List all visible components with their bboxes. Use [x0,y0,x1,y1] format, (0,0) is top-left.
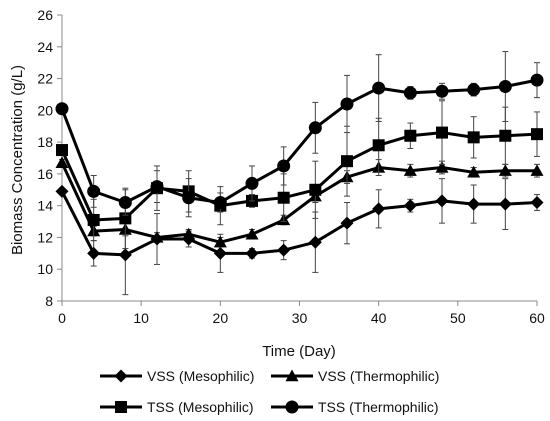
data-point [55,184,69,198]
data-point [213,235,227,248]
y-tick-label: 24 [37,39,53,55]
data-point [499,129,512,142]
data-point [467,83,481,97]
x-axis-ticks: 0 10 20 30 40 50 60 [58,301,545,326]
data-point [56,144,68,157]
legend-label: TSS (Thermophilic) [318,399,439,415]
data-point [403,164,417,176]
series-line [60,190,538,257]
y-tick-label: 8 [45,293,53,309]
data-point [435,194,449,208]
data-point [435,84,449,98]
data-point [467,165,481,178]
data-point [308,121,322,135]
data-point [118,248,132,262]
legend: VSS (Mesophilic) VSS (Thermophilic) TSS (M… [100,368,439,415]
y-tick-label: 22 [37,71,53,87]
series-line [60,78,538,204]
x-tick-label: 30 [292,310,308,326]
x-tick-label: 0 [58,310,66,326]
data-point [498,80,512,93]
data-point [277,191,290,204]
data-point [213,195,227,209]
series-layer [55,51,544,296]
x-axis-label: Time (Day) [262,343,336,360]
data-point [87,213,100,226]
y-tick-label: 12 [37,229,53,245]
legend-label: TSS (Mesophilic) [147,399,254,415]
data-point [340,216,354,230]
y-tick-label: 10 [37,261,53,277]
legend-label: VSS (Thermophilic) [318,368,439,384]
y-tick-label: 20 [37,102,53,118]
data-point [341,155,353,168]
data-point [245,176,259,190]
x-tick-label: 50 [450,310,466,326]
x-tick-label: 10 [133,310,149,326]
legend-marker [114,369,128,383]
data-point [150,230,164,243]
data-point [435,161,449,173]
data-point [498,164,512,176]
data-point [118,195,132,209]
data-point [277,159,291,173]
data-point [340,97,354,111]
data-point [498,197,512,211]
y-axis-ticks: 8 10 12 14 16 18 20 22 24 26 [37,7,62,309]
data-point [150,180,164,194]
data-point [87,246,101,260]
legend-label: VSS (Mesophilic) [147,368,254,384]
legend-marker [285,400,299,414]
legend-item: VSS (Thermophilic) [271,368,439,384]
data-point [530,73,544,87]
x-tick-label: 40 [371,310,387,326]
y-tick-label: 26 [37,7,53,23]
y-axis-label: Biomass Concentration (g/L) [9,65,26,255]
data-point [403,199,417,213]
data-point [372,202,386,216]
data-point [372,139,385,152]
data-point [309,183,322,196]
data-point [87,184,101,198]
data-point [530,164,544,176]
legend-item: TSS (Mesophilic) [100,399,254,415]
data-point [403,86,417,100]
data-point [182,191,196,205]
data-point [467,131,480,144]
x-tick-label: 20 [213,310,229,326]
data-point [530,195,544,209]
data-point [55,156,69,168]
series-vss-thermophilic [55,156,544,248]
y-tick-label: 16 [37,166,53,182]
data-point [531,128,543,141]
data-point [55,102,69,116]
legend-marker [285,369,299,382]
data-point [277,243,291,257]
legend-item: VSS (Mesophilic) [100,368,254,384]
y-tick-label: 18 [37,134,53,150]
data-point [245,227,259,240]
legend-item: TSS (Thermophilic) [271,399,439,415]
series-line [60,162,537,244]
series-line [60,131,538,222]
data-point [213,246,227,260]
series-vss-mesophilic [55,178,544,296]
series-tss-thermophilic [55,51,544,218]
data-point [467,197,481,211]
data-point [436,126,448,139]
plot-axes [61,15,537,302]
y-tick-label: 14 [37,198,53,214]
x-tick-label: 60 [529,310,545,326]
legend-marker [115,401,127,413]
data-point [372,81,386,95]
data-point [245,246,259,260]
data-point [182,227,196,240]
data-point [404,129,417,142]
data-point [308,235,322,249]
